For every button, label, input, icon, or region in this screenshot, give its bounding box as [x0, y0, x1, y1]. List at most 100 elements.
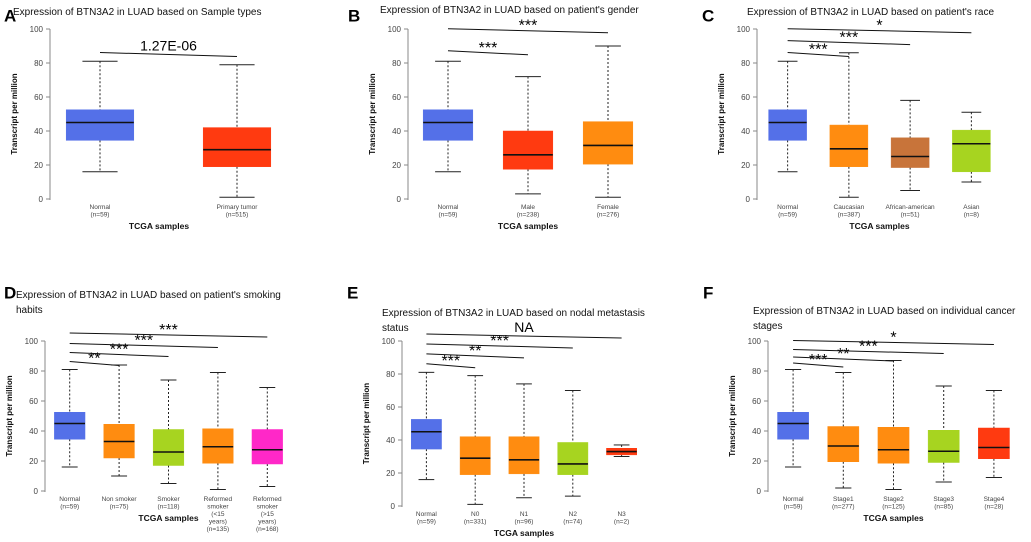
x-tick-label: Stage2: [883, 496, 904, 503]
x-axis-label: TCGA samples: [494, 528, 554, 538]
y-tick-label: 20: [752, 457, 761, 466]
x-tick-line: N3: [617, 511, 626, 518]
title-line: Expression of BTN3A2 in LUAD based on Sa…: [13, 7, 261, 18]
x-axis-label: TCGA samples: [498, 221, 558, 231]
x-tick-count: (n=2): [614, 519, 629, 526]
x-tick-label: N2: [569, 511, 578, 518]
x-tick-label: Normal: [777, 204, 799, 211]
x-tick-line: Normal: [777, 204, 799, 211]
box-iqr: [508, 436, 540, 475]
box-normal: [65, 60, 135, 173]
significance-label: ***: [490, 333, 509, 350]
bracket-line: [787, 40, 911, 46]
significance-label: **: [837, 346, 849, 363]
y-tick-label: 80: [392, 59, 401, 68]
significance-label: **: [469, 343, 481, 360]
y-axis-label: Transcript per million: [10, 73, 19, 154]
x-tick-line: Primary tumor: [217, 204, 259, 211]
significance-bracket: ***: [793, 339, 944, 356]
box-iqr: [502, 130, 554, 170]
x-tick-count: (n=387): [838, 212, 861, 219]
significance-label: ***: [134, 333, 153, 350]
y-tick-label: 20: [741, 161, 750, 170]
panel-letter: F: [703, 283, 713, 302]
significance-bracket: *: [787, 18, 972, 35]
y-axis-label: Transcript per million: [717, 73, 726, 154]
x-tick-line: N0: [471, 511, 480, 518]
panel-title: Expression of BTN3A2 in LUAD based on pa…: [380, 5, 639, 16]
x-tick-count: (n=276): [597, 212, 620, 219]
panel-e: E Expression of BTN3A2 in LUAD based on n…: [347, 283, 645, 538]
x-tick-count: (n=96): [515, 519, 534, 526]
x-tick-label: Stage4: [984, 496, 1005, 503]
y-tick-label: 80: [752, 367, 761, 376]
x-tick-line: Normal: [783, 496, 805, 503]
x-tick-line: Stage4: [984, 496, 1005, 503]
significance-bracket: ***: [787, 30, 911, 47]
x-tick-label: Male: [521, 204, 535, 211]
title-line: Expression of BTN3A2 in LUAD based on pa…: [16, 290, 281, 301]
y-tick-label: 100: [737, 25, 751, 34]
significance-bracket: ***: [69, 342, 169, 359]
x-tick-line: Non smoker: [102, 496, 138, 503]
significance-label: NA: [514, 319, 534, 335]
y-tick-label: 100: [382, 337, 396, 346]
title-line: Expression of BTN3A2 in LUAD based on no…: [382, 308, 645, 319]
panel-title: Expression of BTN3A2 in LUAD based on pa…: [747, 7, 994, 18]
x-tick-line: Normal: [90, 204, 112, 211]
significance-bracket: ***: [447, 18, 609, 35]
box-iqr: [152, 429, 185, 466]
x-axis-label: TCGA samples: [129, 221, 189, 231]
panel-letter: C: [702, 6, 714, 25]
panel-d: D Expression of BTN3A2 in LUAD based on p…: [4, 283, 283, 533]
title-line: stages: [753, 321, 782, 332]
y-tick-label: 0: [34, 487, 39, 496]
title-line: Expression of BTN3A2 in LUAD based on pa…: [747, 7, 994, 18]
x-tick-line: Reformed: [204, 496, 233, 503]
x-tick-label: N0: [471, 511, 480, 518]
x-tick-label: N3: [617, 511, 626, 518]
x-tick-count: (n=75): [110, 504, 129, 511]
x-tick-label: Normal: [438, 204, 460, 211]
y-tick-label: 60: [34, 93, 43, 102]
y-tick-label: 40: [752, 427, 761, 436]
x-tick-count: (n=135): [207, 526, 230, 533]
bracket-line: [787, 28, 972, 34]
box-iqr: [927, 430, 960, 463]
significance-bracket: **: [793, 346, 894, 363]
x-tick-line: (>15: [261, 511, 275, 518]
x-tick-line: years): [209, 519, 227, 526]
y-tick-label: 0: [391, 502, 396, 511]
y-tick-label: 20: [386, 469, 395, 478]
x-tick-label: Asian: [963, 204, 980, 211]
box-iqr: [65, 109, 135, 141]
significance-bracket: **: [69, 351, 120, 368]
x-tick-label: Normal: [59, 496, 81, 503]
x-tick-line: Male: [521, 204, 535, 211]
y-tick-label: 80: [34, 59, 43, 68]
bracket-line: [69, 352, 169, 357]
y-tick-label: 40: [741, 127, 750, 136]
x-tick-line: Female: [597, 204, 619, 211]
x-tick-line: African-american: [886, 204, 936, 211]
x-tick-label: African-american: [886, 204, 936, 211]
bracket-line: [793, 356, 894, 362]
significance-label: ***: [859, 339, 878, 356]
y-axis-label: Transcript per million: [362, 383, 371, 464]
significance-label: ***: [809, 42, 828, 59]
y-tick-label: 80: [741, 59, 750, 68]
x-tick-label: N1: [520, 511, 529, 518]
x-tick-count: (n=125): [882, 504, 905, 511]
x-tick-count: (n=59): [417, 519, 436, 526]
y-tick-label: 60: [752, 397, 761, 406]
box-iqr: [978, 427, 1010, 459]
significance-label: ***: [840, 30, 859, 47]
y-tick-label: 40: [386, 436, 395, 445]
significance-bracket: ***: [426, 333, 573, 350]
box-stage2: [877, 360, 910, 490]
significance-bracket: **: [426, 343, 525, 360]
title-line: status: [382, 323, 409, 334]
significance-label: ***: [519, 18, 538, 35]
x-tick-count: (n=59): [60, 504, 79, 511]
box-stage1: [827, 372, 860, 489]
